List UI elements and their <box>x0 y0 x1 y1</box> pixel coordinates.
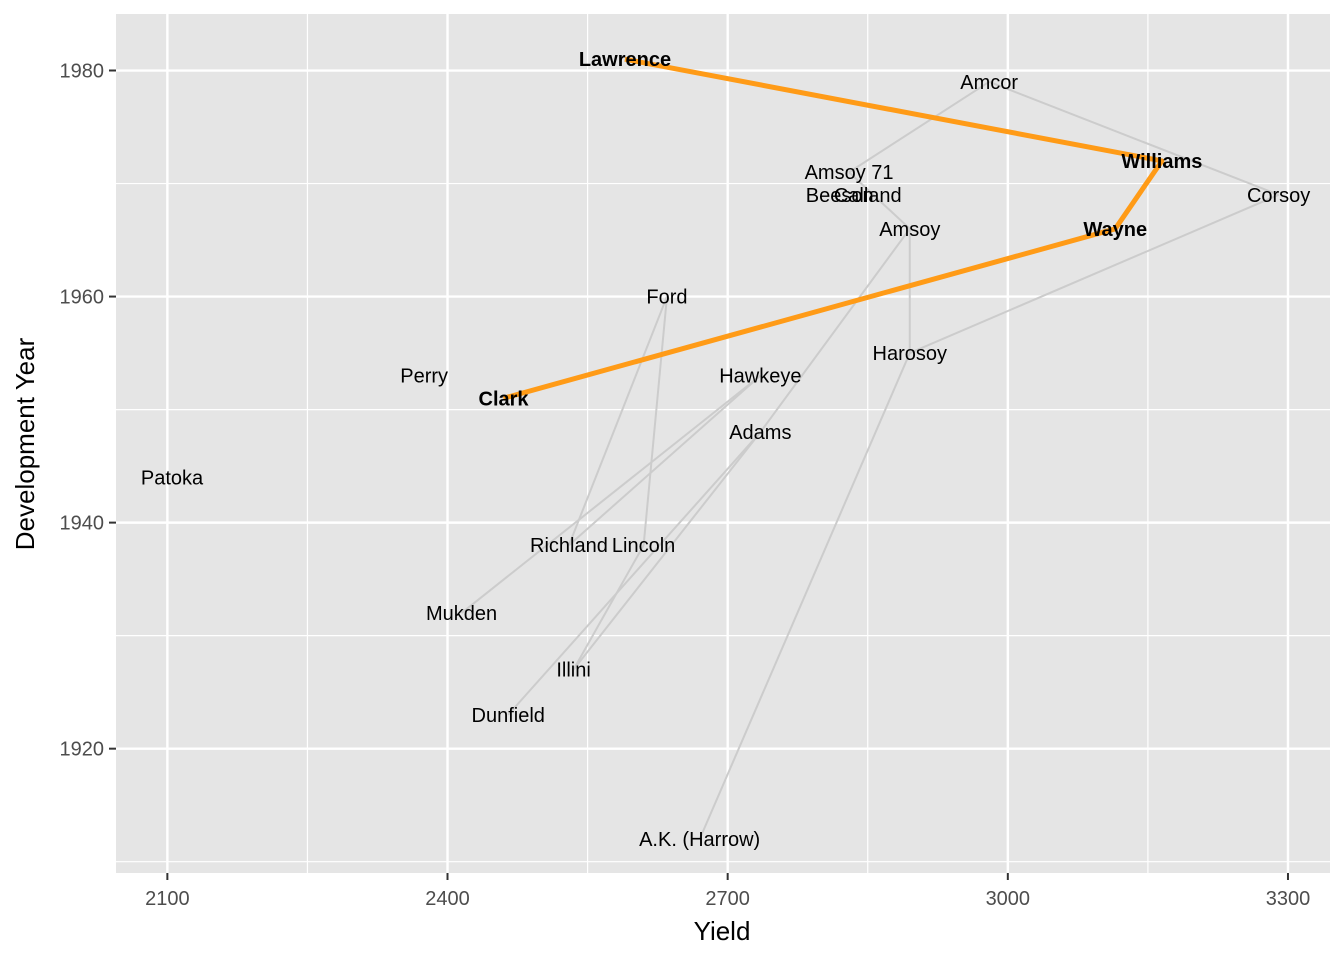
point-label-richland: Richland <box>530 535 608 557</box>
lineage-line-hawkeye-richland <box>568 374 762 546</box>
point-label-mukden: Mukden <box>426 603 497 625</box>
point-label-perry: Perry <box>400 366 448 388</box>
point-label-amsoy: Amsoy <box>879 219 940 241</box>
lineage-line-harosoy-a-k-harrow <box>698 352 911 840</box>
lineage-line-amsoy-71-amsoy <box>848 171 911 230</box>
point-label-lawrence: Lawrence <box>579 49 671 71</box>
point-label-lincoln: Lincoln <box>612 535 675 557</box>
x-tick-label: 2100 <box>145 888 190 910</box>
highlight-path-line <box>502 56 1165 401</box>
point-label-harosoy: Harosoy <box>873 343 947 365</box>
point-label-beeson: Beeson <box>806 185 874 207</box>
point-label-hawkeye: Hawkeye <box>719 366 801 388</box>
lineage-line-ford-lincoln <box>642 296 668 546</box>
y-tick-label: 1920 <box>60 739 105 761</box>
axes: 2100 2400 2700 3000 3300 1920 1940 1960 1980 <box>60 61 1311 910</box>
y-axis-title: Development Year <box>10 337 40 550</box>
point-label-adams: Adams <box>729 422 791 444</box>
x-tick-label: 3300 <box>1266 888 1311 910</box>
point-label-patoka: Patoka <box>141 467 204 489</box>
y-tick-label: 1960 <box>60 287 105 309</box>
lineage-line-hawkeye-mukden <box>460 374 761 614</box>
lineage-line-ford-richland <box>567 296 668 546</box>
plot-panel <box>116 14 1330 873</box>
x-axis-title: Yield <box>694 916 751 946</box>
x-tick-label: 2700 <box>705 888 750 910</box>
x-tick-label: 3000 <box>986 888 1031 910</box>
lineage-line-amcor-corsoy <box>988 80 1280 196</box>
lineage-lines <box>460 80 1280 840</box>
lineage-line-harosoy-corsoy <box>909 193 1280 354</box>
grid-lines <box>116 14 1330 873</box>
point-label-a-k-harrow: A.K. (Harrow) <box>639 829 760 851</box>
point-label-williams: Williams <box>1121 151 1202 173</box>
highlight-path <box>502 56 1165 401</box>
x-tick-label: 2400 <box>425 888 470 910</box>
lineage-line-adams-dunfield <box>507 431 762 716</box>
point-label-illini: Illini <box>556 660 590 682</box>
point-label-corsoy: Corsoy <box>1247 185 1310 207</box>
lineage-line-amsoy-adams <box>759 228 911 433</box>
y-tick-label: 1980 <box>60 61 105 83</box>
point-label-calland: Calland <box>834 185 902 207</box>
lineage-line-lincoln-illini <box>572 544 645 671</box>
lineage-line-adams-illini <box>572 431 762 671</box>
point-label-amcor: Amcor <box>960 72 1018 94</box>
point-label-dunfield: Dunfield <box>472 705 545 727</box>
point-label-ford: Ford <box>646 287 687 309</box>
point-labels: Lawrence Amcor Williams Amsoy 71BeesonCalla… <box>141 49 1310 851</box>
y-tick-label: 1940 <box>60 513 105 535</box>
point-label-amsoy-71: Amsoy 71 <box>805 162 894 184</box>
lineage-line-amcor-amsoy-71 <box>848 80 990 174</box>
point-label-wayne: Wayne <box>1083 219 1147 241</box>
point-label-clark: Clark <box>479 388 530 410</box>
